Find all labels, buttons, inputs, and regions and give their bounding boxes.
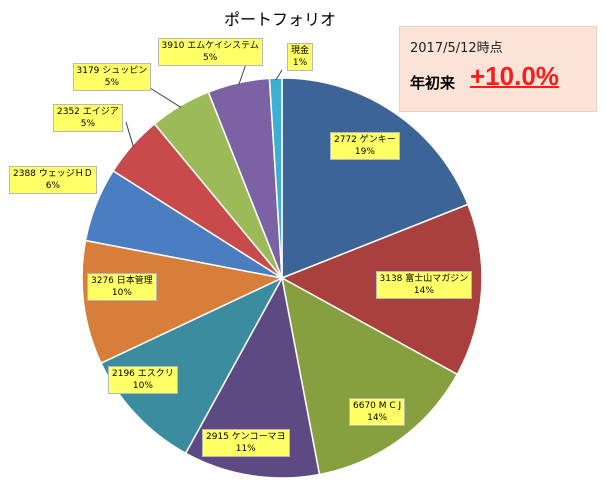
slice-label: 3910 エムケイシステム 5% bbox=[157, 38, 263, 66]
ytd-label: 年初来 bbox=[410, 74, 456, 92]
slice-category: 現金 bbox=[291, 46, 310, 56]
slice-category: 2915 ケンコーマヨ bbox=[206, 432, 286, 442]
leader-line bbox=[125, 121, 134, 148]
slice-category: 2388 ウェッジＨＤ bbox=[13, 169, 93, 179]
slice-label: 2915 ケンコーマヨ 11% bbox=[202, 429, 290, 457]
slice-category: 2772 ゲンキー bbox=[334, 135, 396, 145]
slice-value: 5% bbox=[203, 53, 218, 63]
pie-slice bbox=[184, 275, 321, 479]
slice-category: 3179 シュッピン bbox=[76, 66, 148, 76]
slice-value: 14% bbox=[367, 413, 388, 423]
info-box: 2017/5/12時点 年初来 +10.0% bbox=[399, 26, 597, 112]
slice-category: 3910 エムケイシステム bbox=[161, 41, 259, 51]
slice-value: 19% bbox=[354, 147, 375, 157]
slice-label: 2196 エスクリ 10% bbox=[108, 366, 178, 394]
slice-label: 3179 シュッピン 5% bbox=[72, 63, 152, 91]
chart-title: ポートフォリオ bbox=[223, 10, 336, 29]
slice-value: 10% bbox=[111, 288, 132, 298]
slice-value: 5% bbox=[104, 78, 120, 88]
leader-line bbox=[149, 87, 182, 108]
pie-slice bbox=[281, 77, 469, 280]
slice-category: 3276 日本管理 bbox=[91, 276, 153, 286]
slice-value: 11% bbox=[235, 444, 256, 454]
leader-line bbox=[238, 63, 247, 85]
slice-value: 6% bbox=[45, 181, 61, 191]
slice-category: 6670 M C J bbox=[353, 401, 402, 411]
pie-slice bbox=[100, 276, 284, 455]
slice-category: 2196 エスクリ bbox=[112, 369, 174, 379]
slice-category: 3138 富士山マガジン bbox=[379, 274, 469, 284]
slice-label: 現金 1% bbox=[287, 43, 314, 71]
info-date: 2017/5/12時点 bbox=[410, 41, 503, 56]
slice-value: 5% bbox=[80, 119, 96, 129]
slice-label: 2352 エイジア 5% bbox=[53, 104, 123, 132]
slice-label: 2772 ゲンキー 19% bbox=[330, 132, 400, 160]
pie-slice bbox=[280, 276, 459, 476]
slice-label: 2388 ウェッジＨＤ 6% bbox=[9, 166, 97, 194]
slice-label: 3138 富士山マガジン 14% bbox=[375, 271, 473, 299]
slice-value: 1% bbox=[292, 58, 308, 68]
pie-slice bbox=[268, 77, 283, 279]
leader-line bbox=[275, 69, 283, 81]
slice-value: 14% bbox=[413, 286, 434, 296]
slice-category: 2352 エイジア bbox=[57, 107, 119, 117]
slice-label: 3276 日本管理 10% bbox=[87, 273, 157, 301]
slice-value: 10% bbox=[132, 381, 153, 391]
pie-slice bbox=[81, 239, 285, 365]
ytd-value: +10.0% bbox=[470, 61, 559, 91]
slice-label: 6670 M C J 14% bbox=[349, 398, 406, 426]
